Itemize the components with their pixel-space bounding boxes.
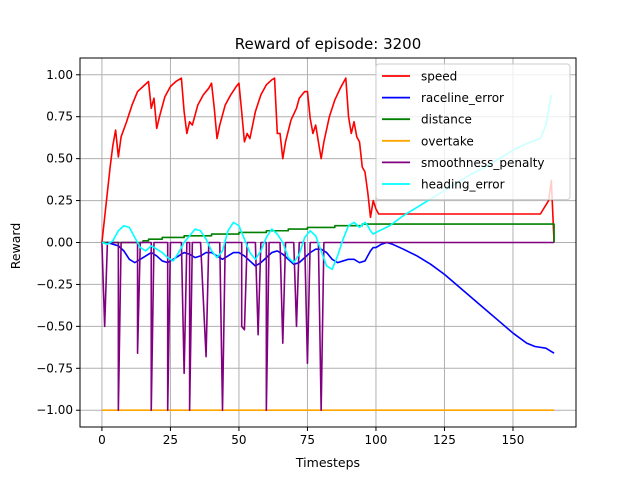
x-axis-label: Timesteps: [295, 455, 360, 470]
legend-label-distance: distance: [421, 113, 472, 127]
series-line-heading-error: [101, 94, 553, 271]
x-tick-label: 150: [502, 433, 525, 447]
plot-area: [101, 77, 555, 412]
x-tick-label: 125: [433, 433, 456, 447]
y-tick-label: 0.50: [46, 152, 73, 166]
series-line-distance: [101, 223, 555, 244]
y-tick-label: 0.00: [46, 236, 73, 250]
series-line-speed: [101, 77, 555, 243]
y-tick-label: 0.75: [46, 110, 73, 124]
legend-label-heading-error: heading_error: [421, 178, 505, 192]
y-tick-label: −0.75: [36, 361, 73, 375]
x-tick-label: 100: [365, 433, 388, 447]
y-tick-label: 0.25: [46, 194, 73, 208]
y-tick-label: 1.00: [46, 68, 73, 82]
legend-label-overtake: overtake: [421, 134, 474, 148]
series-line-raceline-error: [101, 241, 555, 354]
chart-title: Reward of episode: 3200: [235, 35, 422, 53]
legend-label-raceline-error: raceline_error: [421, 91, 504, 105]
x-tick-label: 75: [300, 433, 315, 447]
x-tick-label: 25: [163, 433, 178, 447]
y-axis-label: Reward: [8, 223, 23, 270]
legend: speed raceline_error distance overtake smoot…: [375, 63, 571, 201]
y-tick-label: −0.50: [36, 319, 73, 333]
legend-box: [375, 63, 571, 201]
series-line-smoothness-penalty: [101, 241, 555, 412]
legend-label-speed: speed: [421, 70, 457, 84]
legend-label-smoothness-penalty: smoothness_penalty: [421, 156, 545, 170]
y-tick-label: −0.25: [36, 277, 73, 291]
x-tick-label: 50: [231, 433, 246, 447]
y-tick-label: −1.00: [36, 403, 73, 417]
axes: 0 25 50 75 100 125 150 −1.00 −0.75 −0.50 −0.25 0.00…: [36, 57, 577, 447]
x-tick-label: 0: [98, 433, 106, 447]
